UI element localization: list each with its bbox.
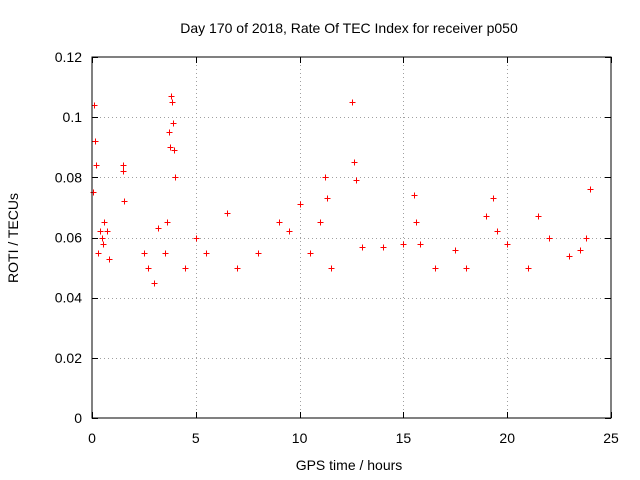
- data-point: [172, 174, 179, 181]
- data-point: [463, 265, 470, 272]
- data-point: [151, 280, 158, 287]
- data-point: [97, 228, 104, 235]
- data-point: [120, 168, 127, 175]
- data-point: [353, 177, 360, 184]
- data-point: [297, 201, 304, 208]
- data-point: [324, 195, 331, 202]
- data-point: [224, 210, 231, 217]
- data-point: [328, 265, 335, 272]
- data-point: [99, 235, 106, 242]
- axis-ticks: [92, 57, 612, 419]
- y-tick-label: 0.08: [55, 169, 82, 185]
- data-point: [101, 219, 108, 226]
- data-point: [351, 159, 358, 166]
- data-point: [203, 250, 210, 257]
- x-tick-label: 0: [88, 430, 96, 446]
- y-axis-label: ROTI / TECUs: [5, 193, 21, 283]
- data-point: [452, 247, 459, 254]
- data-points: [90, 93, 594, 287]
- data-point: [121, 198, 128, 205]
- data-point: [577, 247, 584, 254]
- data-point: [494, 228, 501, 235]
- data-point: [255, 250, 262, 257]
- data-point: [100, 241, 107, 248]
- data-point: [587, 186, 594, 193]
- x-tick-labels: 0 5 10 15 20 25: [88, 430, 619, 446]
- data-point: [106, 256, 113, 263]
- data-point: [546, 235, 553, 242]
- data-point: [583, 235, 590, 242]
- data-point: [234, 265, 241, 272]
- y-tick-label: 0.06: [55, 230, 82, 246]
- x-tick-label: 25: [603, 430, 619, 446]
- grid-lines: [92, 57, 611, 418]
- data-point: [490, 195, 497, 202]
- x-tick-label: 15: [396, 430, 412, 446]
- data-point: [92, 138, 99, 145]
- y-tick-labels: 0 0.02 0.04 0.06 0.08 0.1 0.12: [55, 49, 82, 426]
- data-point: [417, 241, 424, 248]
- data-point: [504, 241, 511, 248]
- y-tick-label: 0.02: [55, 350, 82, 366]
- x-tick-label: 20: [499, 430, 515, 446]
- data-point: [483, 213, 490, 220]
- data-point: [182, 265, 189, 272]
- data-point: [166, 129, 173, 136]
- data-point: [432, 265, 439, 272]
- data-point: [525, 265, 532, 272]
- x-axis-label: GPS time / hours: [296, 457, 403, 473]
- data-point: [145, 265, 152, 272]
- data-point: [104, 228, 111, 235]
- data-point: [322, 174, 329, 181]
- chart-title: Day 170 of 2018, Rate Of TEC Index for r…: [180, 20, 518, 36]
- data-point: [95, 250, 102, 257]
- data-point: [566, 253, 573, 260]
- x-tick-label: 5: [192, 430, 200, 446]
- data-point: [167, 144, 174, 151]
- y-tick-label: 0: [74, 410, 82, 426]
- data-point: [193, 235, 200, 242]
- x-tick-label: 10: [292, 430, 308, 446]
- y-tick-label: 0.04: [55, 290, 82, 306]
- data-point: [411, 192, 418, 199]
- data-point: [349, 99, 356, 106]
- data-point: [164, 219, 171, 226]
- data-point: [413, 219, 420, 226]
- data-point: [120, 162, 127, 169]
- data-point: [168, 93, 175, 100]
- data-point: [169, 99, 176, 106]
- data-point: [171, 147, 178, 154]
- plot-frame: [91, 56, 612, 419]
- data-point: [317, 219, 324, 226]
- data-point: [359, 244, 366, 251]
- y-tick-label: 0.1: [63, 109, 83, 125]
- data-point: [307, 250, 314, 257]
- data-point: [535, 213, 542, 220]
- data-point: [380, 244, 387, 251]
- data-point: [286, 228, 293, 235]
- data-point: [93, 162, 100, 169]
- data-point: [162, 250, 169, 257]
- data-point: [400, 241, 407, 248]
- data-point: [155, 225, 162, 232]
- data-point: [141, 250, 148, 257]
- data-point: [276, 219, 283, 226]
- y-tick-label: 0.12: [55, 49, 82, 65]
- data-point: [170, 120, 177, 127]
